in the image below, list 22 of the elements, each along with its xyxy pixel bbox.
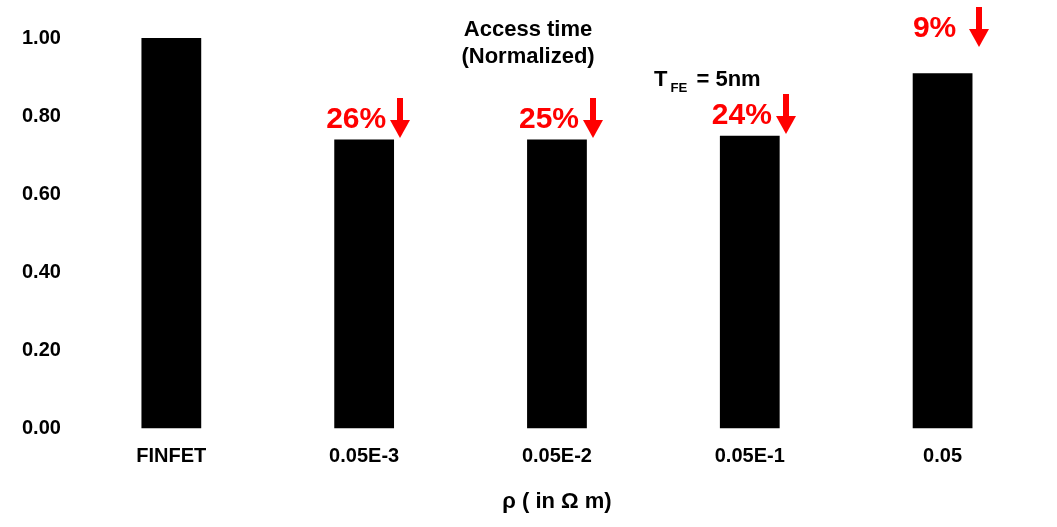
- y-tick-label: 0.20: [21, 338, 61, 360]
- x-tick-label: 0.05E-2: [521, 444, 592, 467]
- bar: [719, 135, 780, 429]
- bar: [334, 139, 395, 429]
- x-tick-label: FINFET: [136, 444, 207, 467]
- y-tick-label: 0.40: [21, 259, 61, 282]
- annotation: 24%: [711, 96, 772, 130]
- x-axis-title: ρ ( in Ω m): [502, 487, 612, 513]
- y-tick-label: 0.00: [21, 416, 61, 439]
- x-tick-label: 0.05E-1: [714, 444, 785, 467]
- y-tick-label: 1.00: [21, 25, 61, 48]
- bar: [141, 38, 202, 429]
- x-tick-label: 0.05E-3: [329, 444, 400, 467]
- y-tick-label: 0.80: [21, 103, 61, 126]
- bar: [527, 139, 587, 429]
- bar: [912, 73, 973, 429]
- chart-title: Access time (Normalized): [461, 16, 595, 68]
- y-tick-label: 0.60: [21, 181, 61, 204]
- annotation: 9%: [912, 10, 957, 44]
- annotation: 25%: [518, 100, 579, 134]
- annotation: 26%: [326, 100, 387, 134]
- x-tick-label: 0.05: [923, 444, 963, 467]
